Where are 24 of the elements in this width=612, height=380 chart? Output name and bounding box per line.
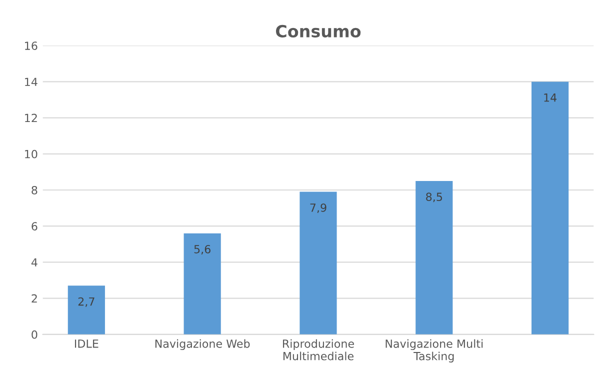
y-tick-label: 14	[25, 78, 38, 86]
bar	[532, 82, 569, 334]
x-tick-label: IDLE	[74, 340, 98, 348]
bar	[300, 192, 337, 334]
data-label: 8,5	[426, 192, 442, 202]
x-tick-label: Navigazione Web	[155, 339, 250, 350]
y-tick-label: 0	[32, 330, 38, 339]
y-tick-label: 4	[31, 258, 38, 266]
data-label: 2,7	[78, 297, 94, 307]
bar	[184, 233, 221, 334]
y-tick-label: 12	[25, 114, 37, 122]
y-tick-label: 6	[32, 222, 38, 230]
data-label: 14	[544, 94, 557, 102]
y-tick-label: 2	[32, 294, 37, 303]
bar	[68, 286, 105, 334]
data-label: 7,9	[310, 203, 326, 214]
bar	[416, 180, 453, 334]
y-tick-label: 10	[25, 150, 38, 158]
chart-title: Consumo	[276, 24, 361, 38]
y-tick-label: 8	[32, 186, 38, 194]
data-label: 5,6	[194, 244, 210, 255]
y-tick-label: 16	[25, 42, 38, 50]
x-tick-label: Navigazione Multi Tasking	[386, 339, 483, 362]
x-tick-label: Riproduzione Multimediale	[282, 339, 354, 360]
